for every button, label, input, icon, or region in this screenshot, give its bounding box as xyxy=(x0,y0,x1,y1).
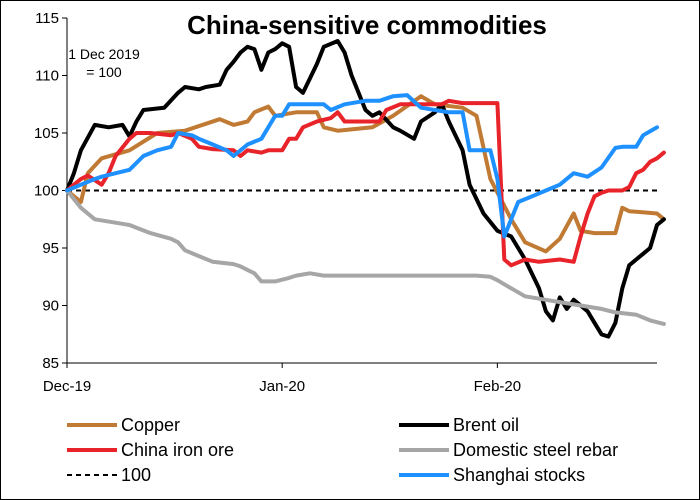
base-note-line-1: 1 Dec 2019 xyxy=(68,46,140,62)
x-tick-label: Feb-20 xyxy=(474,378,522,395)
legend-label: Copper xyxy=(121,415,180,435)
legend-item-100: 100 xyxy=(67,465,151,485)
series-line-domestic-steel-rebar xyxy=(65,188,666,326)
y-tick-label: 90 xyxy=(42,298,59,315)
chart-title: China-sensitive commodities xyxy=(187,10,547,40)
legend-item-domestic-steel-rebar: Domestic steel rebar xyxy=(399,440,618,460)
legend-label: 100 xyxy=(121,465,151,485)
x-tick-label: Dec-19 xyxy=(43,378,91,395)
base-note-line-2: = 100 xyxy=(86,64,122,80)
series-line-brent-oil xyxy=(65,39,666,339)
legend-item-brent-oil: Brent oil xyxy=(399,415,519,435)
plot-area: 85 90 95 100 105 110 115 Dec-19 Jan-20 Feb-20 xyxy=(34,10,666,395)
legend-item-china-iron-ore: China iron ore xyxy=(67,440,234,460)
y-tick-label: 110 xyxy=(35,68,59,85)
legend-label: Brent oil xyxy=(453,415,519,435)
series-line-shanghai-stocks xyxy=(65,93,659,239)
x-tick-label: Jan-20 xyxy=(259,378,305,395)
y-tick-label: 100 xyxy=(34,183,59,200)
legend-label: Shanghai stocks xyxy=(453,465,585,485)
y-tick-label: 85 xyxy=(42,355,59,372)
legend-item-copper: Copper xyxy=(67,415,180,435)
legend-item-shanghai-stocks: Shanghai stocks xyxy=(399,465,585,485)
series-line-china-iron-ore xyxy=(65,98,666,268)
legend: Copper Brent oil China iron ore Domestic st… xyxy=(67,415,618,485)
legend-label: China iron ore xyxy=(121,440,234,460)
legend-label: Domestic steel rebar xyxy=(453,440,618,460)
y-tick-label: 105 xyxy=(34,125,59,142)
y-tick-label: 115 xyxy=(35,10,59,27)
y-tick-label: 95 xyxy=(42,240,59,257)
